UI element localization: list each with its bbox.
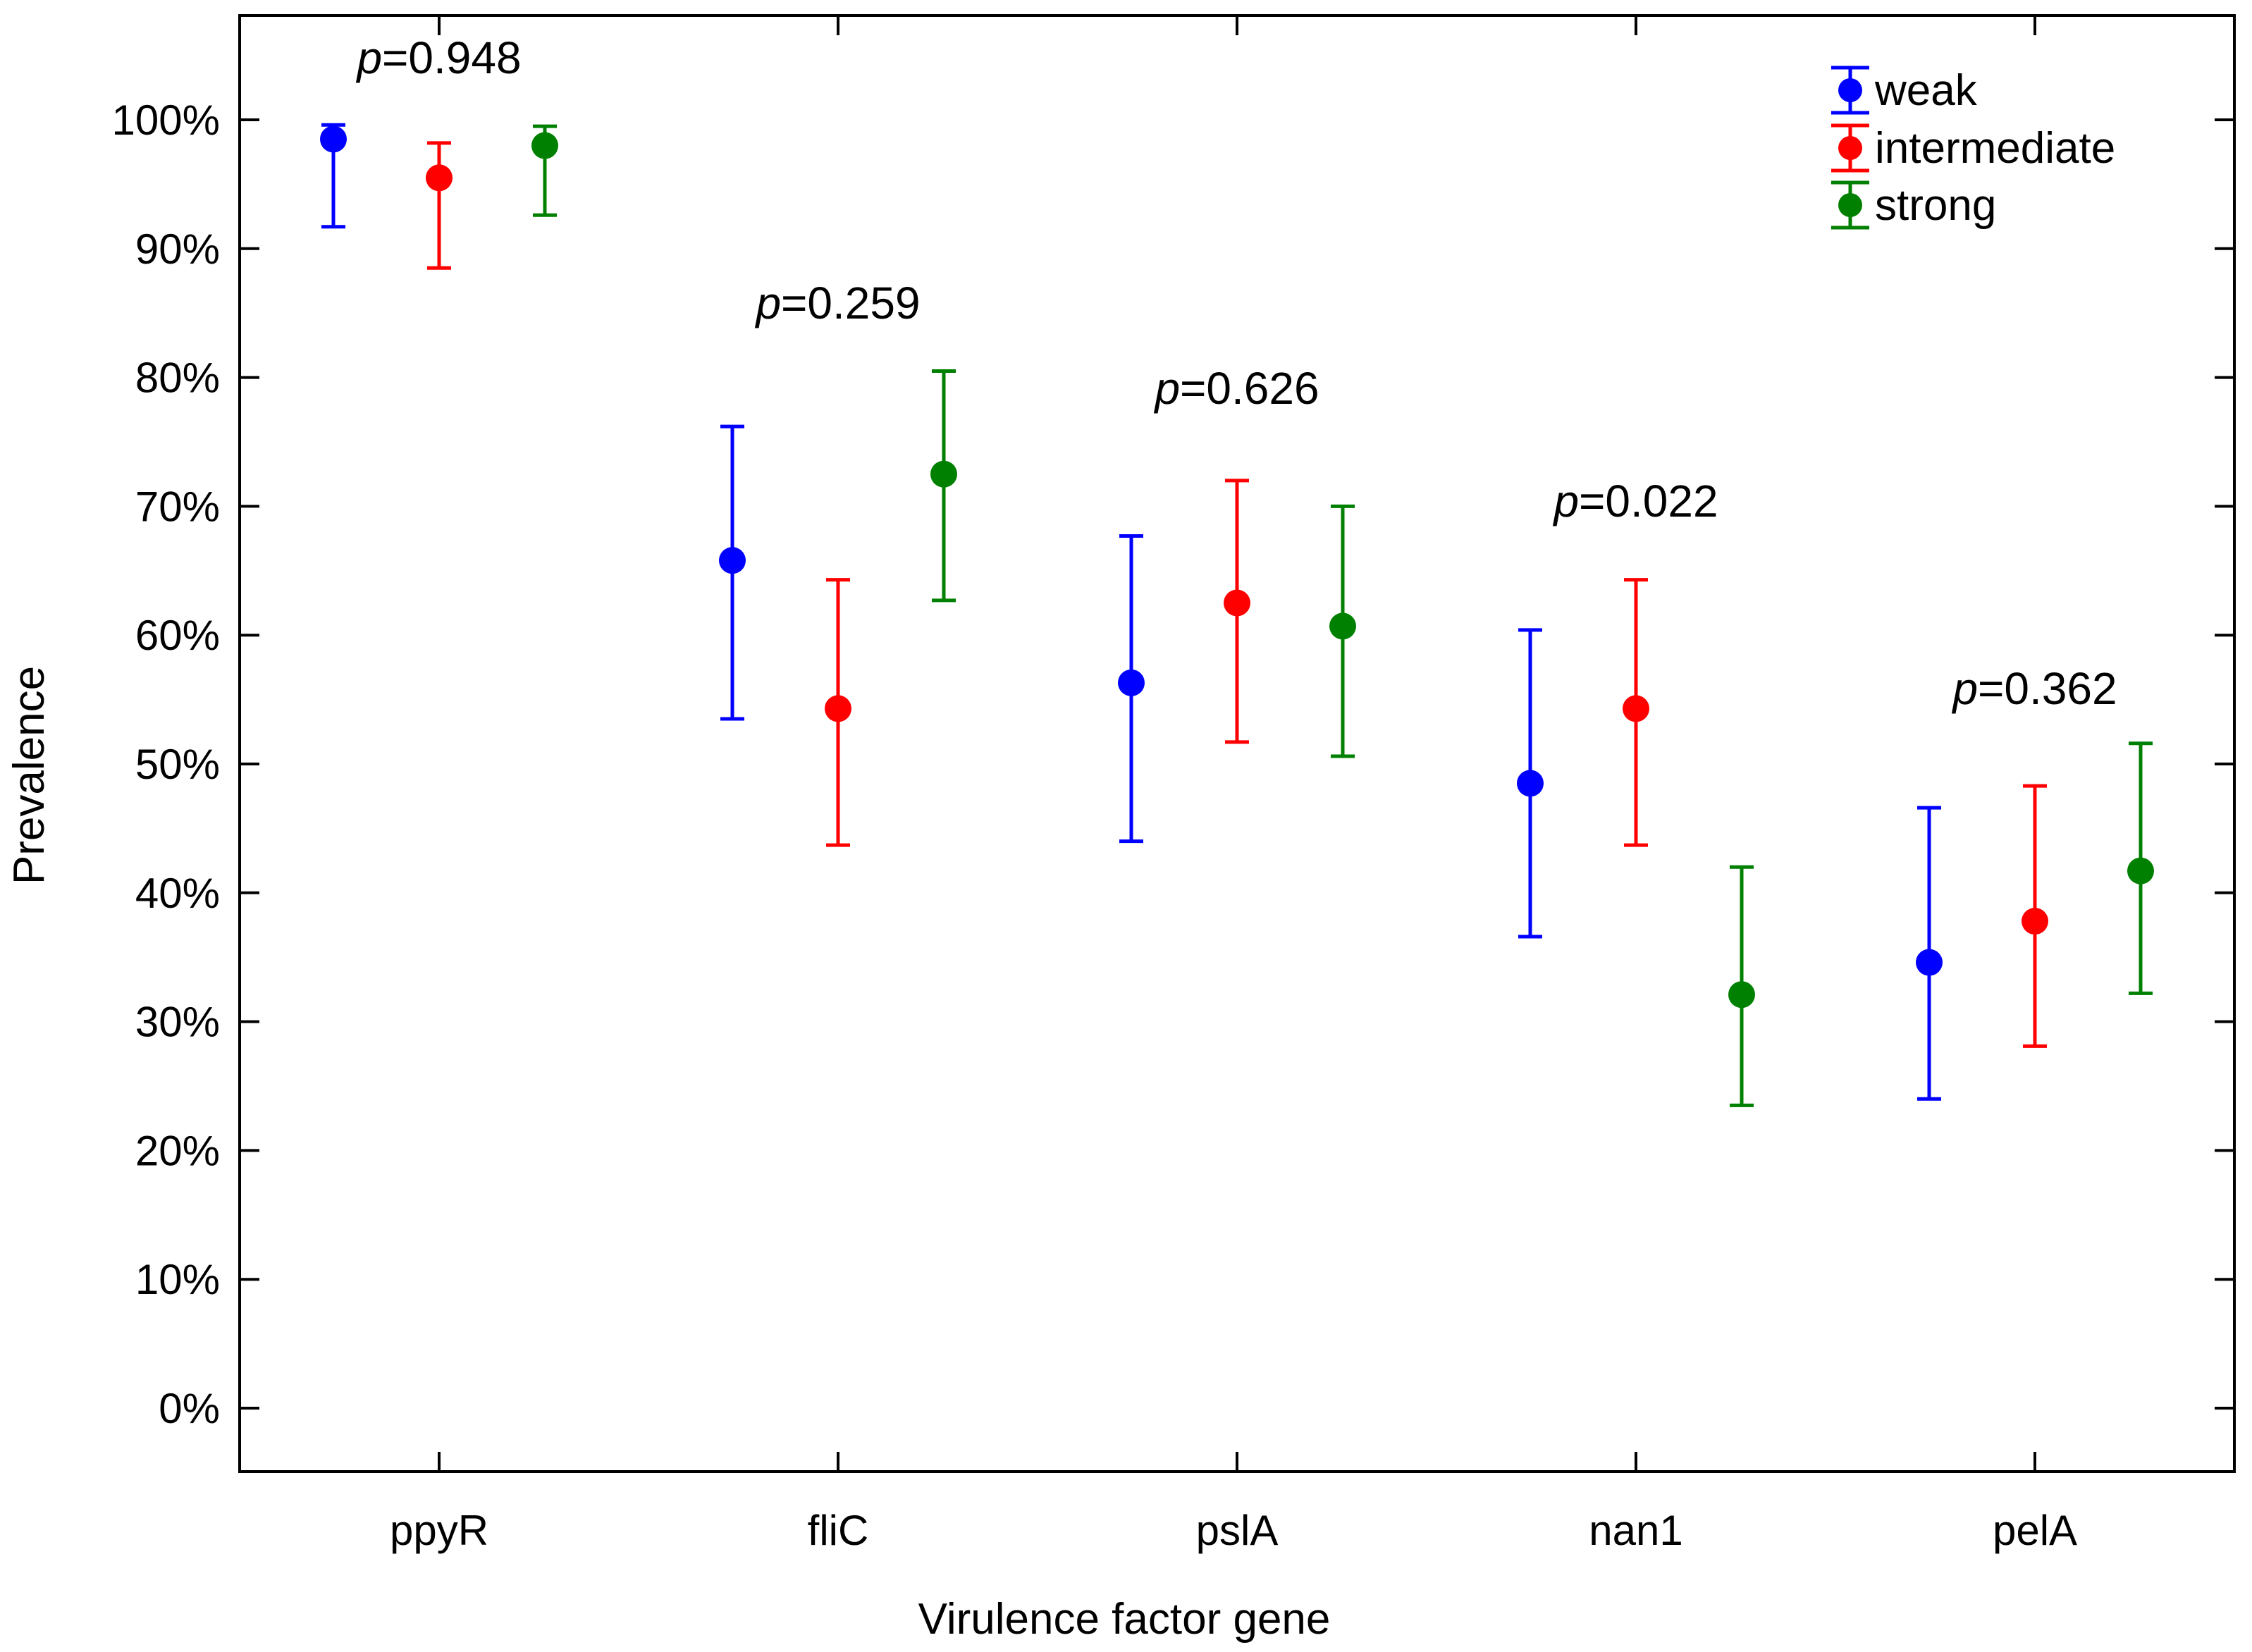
y-tick-label: 30% (135, 999, 220, 1046)
y-axis-label: Prevalence (5, 666, 54, 884)
p-value: =0.948 (382, 32, 522, 83)
series-strong (531, 124, 2154, 1107)
p-symbol: p (754, 278, 781, 328)
plot-frame (238, 14, 2236, 1473)
data-point (1623, 695, 1649, 722)
y-tick-label: 0% (159, 1385, 220, 1432)
y-tick-label: 90% (135, 226, 220, 273)
data-point (426, 164, 453, 192)
data-point (531, 132, 558, 159)
y-tick-label: 60% (135, 612, 220, 659)
tick-marks (240, 16, 2234, 1472)
x-axis: ppyR fliC pslA nan1 pelA (390, 1507, 2077, 1554)
x-tick-label: ppyR (390, 1507, 488, 1554)
data-point (2127, 857, 2154, 884)
data-point (1118, 669, 1145, 696)
legend: weak intermediate strong (1831, 66, 2115, 230)
legend-marker (1838, 136, 1862, 160)
data-point (2022, 908, 2048, 935)
data-point (825, 695, 851, 722)
series-intermediate (426, 141, 2048, 1048)
y-axis: 0% 10% 20% 30% 40% 50% 60% 70% 80% 90% 100% (112, 97, 220, 1432)
legend-item-weak: weak (1831, 66, 1978, 115)
p-value-label: p=0.948 (355, 32, 521, 83)
p-symbol: p (1552, 476, 1579, 526)
p-symbol: p (1153, 363, 1180, 414)
p-value-label: p=0.022 (1552, 476, 1718, 526)
data-point (1517, 770, 1544, 797)
y-tick-label: 20% (135, 1127, 220, 1174)
legend-label: strong (1875, 181, 1996, 230)
data-point (719, 547, 746, 574)
data-point (930, 460, 957, 488)
legend-marker (1838, 193, 1862, 217)
data-point (1916, 949, 1943, 976)
p-symbol: p (1951, 663, 1978, 714)
y-tick-label: 70% (135, 483, 220, 530)
p-value: =0.626 (1180, 363, 1319, 414)
p-value: =0.362 (1978, 663, 2117, 714)
legend-label: intermediate (1875, 124, 2115, 173)
legend-item-strong: strong (1831, 180, 1996, 230)
p-symbol: p (355, 32, 382, 83)
p-value: =0.022 (1579, 476, 1718, 526)
p-value-label: p=0.259 (754, 278, 920, 328)
data-point (1728, 981, 1755, 1009)
y-tick-label: 10% (135, 1256, 220, 1303)
data-point (1329, 612, 1356, 640)
x-tick-label: pslA (1196, 1507, 1279, 1554)
y-tick-label: 80% (135, 355, 220, 402)
p-value: =0.259 (781, 278, 921, 328)
legend-marker (1838, 78, 1862, 102)
y-tick-label: 40% (135, 870, 220, 917)
x-tick-label: nan1 (1589, 1507, 1682, 1554)
y-tick-label: 100% (112, 97, 220, 144)
data-point (320, 125, 347, 153)
legend-item-intermediate: intermediate (1831, 123, 2115, 173)
p-value-label: p=0.626 (1153, 363, 1319, 414)
series-layer (320, 123, 2154, 1107)
p-value-label: p=0.362 (1951, 663, 2117, 714)
series-weak (320, 123, 1943, 1101)
x-tick-label: fliC (808, 1507, 869, 1554)
data-point (1224, 589, 1250, 617)
y-tick-label: 50% (135, 741, 220, 788)
x-tick-label: pelA (1993, 1507, 2077, 1554)
legend-label: weak (1874, 66, 1978, 115)
x-axis-label: Virulence factor gene (918, 1595, 1331, 1644)
